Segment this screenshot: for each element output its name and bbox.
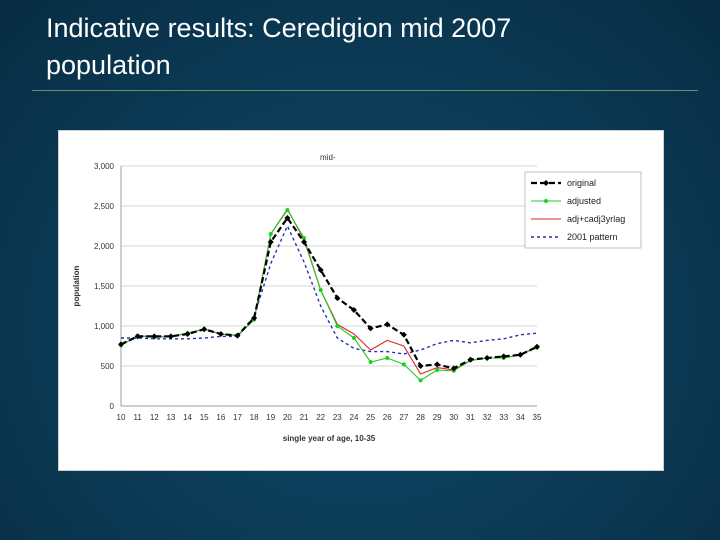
data-point (184, 331, 191, 337)
legend-marker (544, 199, 548, 203)
data-point (285, 208, 290, 212)
x-tick-label: 17 (233, 413, 242, 422)
x-tick-label: 19 (266, 413, 275, 422)
x-tick-label: 20 (283, 413, 292, 422)
x-tick-label: 21 (300, 413, 309, 422)
data-point (217, 331, 224, 337)
data-point (367, 325, 374, 332)
x-tick-label: 15 (200, 413, 209, 422)
x-tick-label: 11 (133, 413, 142, 422)
data-point (368, 360, 373, 364)
data-point (467, 356, 474, 363)
data-point (301, 239, 308, 245)
data-point (517, 351, 524, 358)
x-tick-label: 24 (350, 413, 359, 422)
data-point (417, 363, 424, 369)
chart-panel: 0 500 1,000 1,500 2,000 2,500 3,000 10 11 12 13 14 1… (58, 130, 664, 471)
y-tick-label: 500 (101, 362, 115, 371)
x-tick-label: 31 (466, 413, 475, 422)
x-tick-label: 34 (516, 413, 525, 422)
x-tick-label: 10 (117, 413, 126, 422)
series-line-adjusted (120, 209, 538, 381)
data-point (484, 355, 491, 361)
slide-title: Indicative results: Ceredigion mid 2007 … (46, 10, 686, 84)
data-point (134, 333, 141, 340)
series-line-adj-cadj3yrlag (120, 208, 538, 375)
y-axis-label: population (72, 265, 81, 306)
title-divider (32, 90, 698, 91)
data-point (201, 326, 208, 333)
grid-layer (121, 165, 537, 407)
data-point (267, 239, 274, 245)
x-tick-label: 26 (383, 413, 392, 422)
data-point (384, 321, 391, 328)
data-point (385, 356, 390, 360)
y-tick-label: 1,500 (94, 282, 115, 291)
data-point (302, 236, 307, 240)
y-tick-label: 0 (110, 402, 115, 411)
data-point (167, 333, 174, 340)
x-tick-label: 27 (399, 413, 408, 422)
legend-label: 2001 pattern (567, 232, 618, 242)
x-tick-label: 14 (183, 413, 192, 422)
data-point (401, 362, 406, 367)
axis-layer: 0 500 1,000 1,500 2,000 2,500 3,000 10 11 12 13 14 1… (94, 162, 542, 422)
data-point (400, 331, 407, 338)
slide-title-line-2: population (46, 50, 171, 80)
y-tick-label: 2,500 (94, 202, 115, 211)
x-tick-label: 13 (166, 413, 175, 422)
data-point (251, 315, 258, 321)
y-tick-label: 3,000 (94, 162, 115, 171)
legend-label: adj+cadj3yrlag (567, 214, 625, 224)
data-point (350, 307, 357, 313)
data-point (500, 353, 507, 360)
series-line-original (120, 216, 538, 370)
data-point (534, 343, 540, 350)
slide-title-line-1: Indicative results: Ceredigion mid 2007 (46, 13, 512, 43)
data-point (268, 232, 273, 236)
x-tick-label: 28 (416, 413, 425, 422)
data-point (418, 378, 423, 383)
data-point (351, 336, 356, 340)
x-tick-label: 12 (150, 413, 159, 422)
y-tick-label: 2,000 (94, 242, 115, 251)
data-point (318, 288, 323, 292)
x-axis-label: single year of age, 10-35 (283, 434, 376, 443)
data-point (234, 332, 241, 339)
series-layer (118, 208, 540, 383)
x-tick-label: 32 (483, 413, 492, 422)
data-point (450, 365, 457, 372)
legend-box (524, 171, 642, 249)
x-tick-label: 18 (250, 413, 259, 422)
data-point (434, 361, 441, 368)
x-tick-label: 35 (533, 413, 542, 422)
x-tick-label: 29 (433, 413, 442, 422)
data-point (335, 324, 340, 328)
x-tick-label: 22 (316, 413, 325, 422)
legend-label: adjusted (567, 196, 601, 206)
legend-marker (543, 180, 549, 186)
y-tick-label: 1,000 (94, 322, 115, 331)
x-tick-label: 25 (366, 413, 375, 422)
chart-annotation: mid- (320, 153, 336, 162)
legend-label: original (567, 178, 596, 188)
x-tick-label: 23 (333, 413, 342, 422)
data-point (435, 368, 440, 372)
series-line-2001-pattern (121, 225, 538, 355)
data-point (334, 295, 341, 301)
data-point (284, 215, 291, 221)
line-chart: 0 500 1,000 1,500 2,000 2,500 3,000 10 11 12 13 14 1… (72, 153, 642, 443)
data-point (118, 341, 124, 348)
x-tick-label: 33 (499, 413, 508, 422)
data-point (151, 333, 158, 340)
data-point (317, 267, 324, 273)
chart-legend: original adjusted adj+cadj3yrlag 2001 patte… (524, 171, 642, 249)
x-tick-label: 30 (449, 413, 458, 422)
x-tick-label: 16 (216, 413, 225, 422)
